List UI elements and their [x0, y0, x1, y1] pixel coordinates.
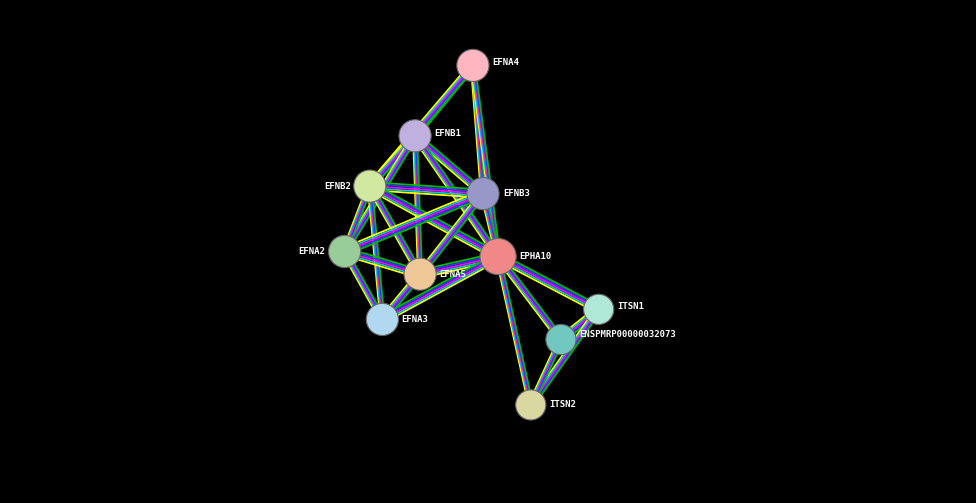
Text: EFNB2: EFNB2	[324, 182, 350, 191]
Circle shape	[399, 120, 431, 152]
Text: EFNA4: EFNA4	[492, 58, 519, 67]
Text: ITSN2: ITSN2	[549, 400, 576, 409]
Circle shape	[467, 178, 499, 210]
Text: ITSN1: ITSN1	[617, 302, 643, 311]
Text: EFNB1: EFNB1	[434, 129, 461, 138]
Circle shape	[546, 324, 576, 355]
Circle shape	[366, 303, 398, 336]
Circle shape	[353, 170, 386, 202]
Text: EPHA10: EPHA10	[519, 252, 551, 261]
Circle shape	[457, 49, 489, 81]
Text: ENSPMRP00000032073: ENSPMRP00000032073	[579, 330, 675, 339]
Circle shape	[584, 294, 614, 324]
Text: EFNA3: EFNA3	[401, 315, 428, 324]
Circle shape	[515, 390, 546, 420]
Circle shape	[329, 235, 361, 268]
Circle shape	[404, 258, 436, 290]
Text: EFNA2: EFNA2	[299, 247, 326, 256]
Text: EFNB3: EFNB3	[503, 189, 530, 198]
Text: EFNA5: EFNA5	[439, 270, 467, 279]
Circle shape	[480, 238, 516, 275]
